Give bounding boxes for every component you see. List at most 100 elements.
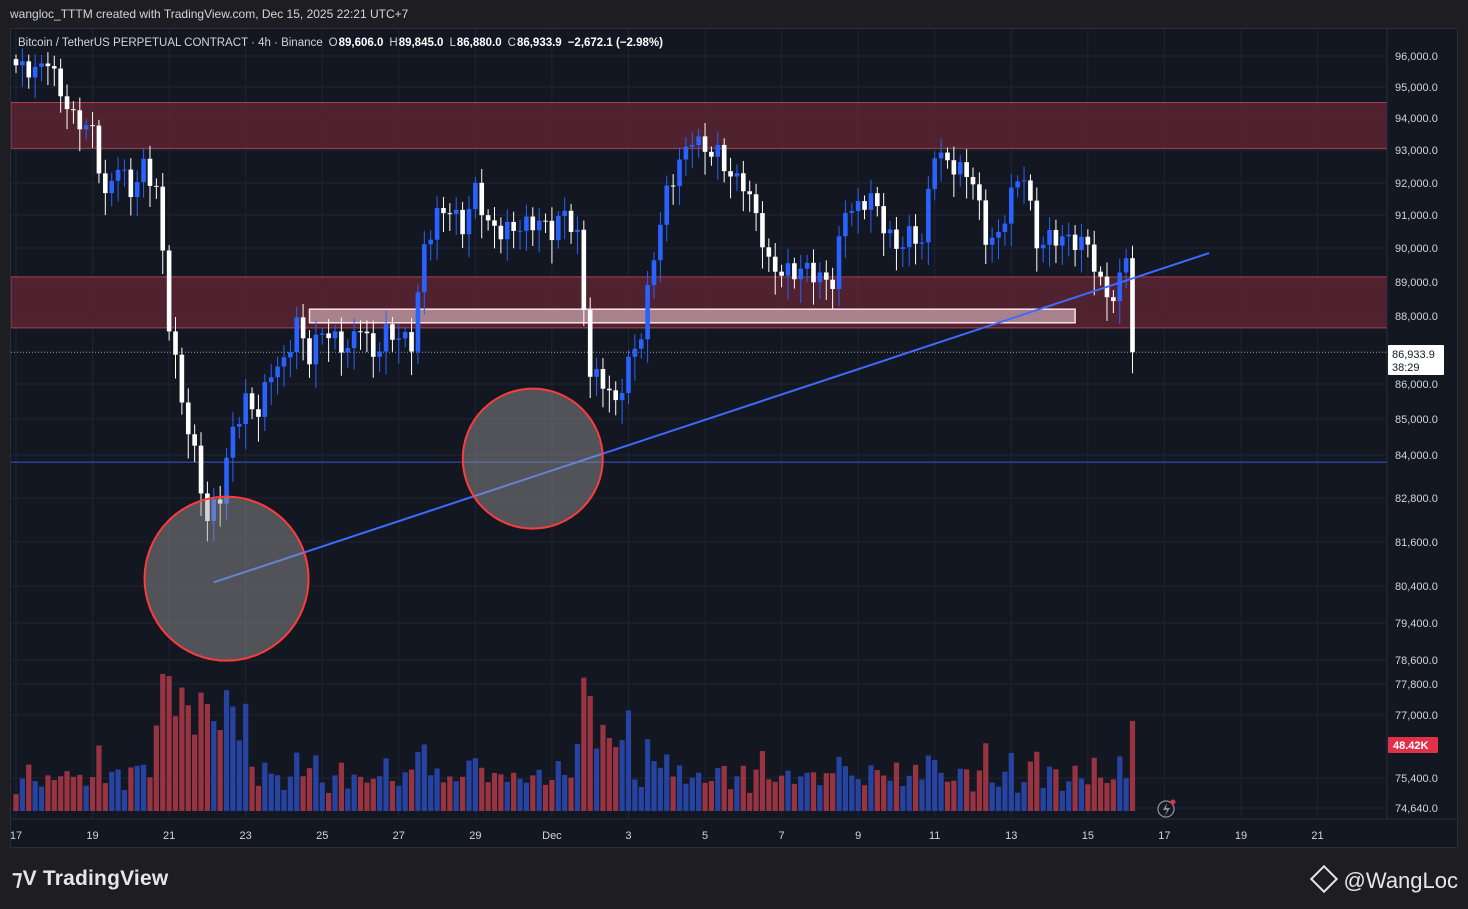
volume-bar [855,779,861,811]
candle-body [562,210,567,216]
candle-body [256,409,261,417]
lightning-icon[interactable] [1157,799,1176,818]
volume-bar [83,785,89,811]
y-tick-label: 93,000.0 [1395,145,1438,157]
time-axis[interactable]: 17 19 21 23 25 27 29 Dec 3 5 7 9 11 13 15 17 19 21 [10,818,1457,842]
candle-body [428,239,433,245]
x-tick-label: 17 [11,830,22,842]
volume-bar [925,755,931,811]
candle-body [619,392,625,401]
candle-body [836,236,842,289]
volume-bar [402,772,408,811]
volume-bar [115,769,121,811]
volume-bar [332,775,338,811]
candle-body [377,351,382,357]
volume-bar [657,767,663,811]
highlight-circle[interactable] [461,387,604,530]
x-tick-label: 23 [240,830,252,842]
volume-bar [817,785,823,811]
volume-bar [791,783,797,811]
volume-tag: 48.42K [1388,737,1438,753]
candle-body [964,162,969,178]
volume-bar [421,744,427,811]
volume-bar [785,770,791,811]
volume-bar [721,766,727,811]
volume-bar [568,777,574,811]
candle-body [83,125,89,130]
candle-body [319,333,325,335]
volume-bar [326,792,332,811]
candle-body [594,369,599,377]
highlight-circle[interactable] [143,495,310,662]
range-box [308,308,1076,324]
candle-body [402,332,408,339]
volume-bar [581,677,587,811]
header-text: wangloc_TTTM created with TradingView.co… [10,7,409,21]
volume-bar [281,790,287,811]
candle-body [313,334,319,365]
candle-body [849,211,855,213]
volume-bar [600,724,606,811]
y-tick-label: 78,600.0 [1395,655,1438,667]
x-tick-label: 21 [163,830,175,842]
x-tick-label: 5 [702,830,708,842]
candle-body [20,61,25,66]
candle-body [1130,258,1135,353]
price-axis[interactable]: 96,000.0 95,000.0 94,000.0 93,000.0 92,000.0… [1386,29,1438,819]
candle-body [339,331,344,353]
candle-body [473,182,478,210]
candle-body [96,125,102,174]
volume-bar [128,767,134,811]
volume-bar [109,771,115,811]
volume-bar [96,745,102,811]
volume-bar [434,768,440,811]
tradingview-logo[interactable]: ⁊V TradingView [12,866,168,891]
volume-bar [262,762,268,811]
volume-tag-box [1388,737,1438,753]
volume-bar [485,782,491,811]
volume-bar [593,748,600,811]
volume-bar [670,776,676,811]
volume-bar [479,767,485,811]
candle-body [543,220,548,222]
volume-bar [574,743,581,811]
candle-body [192,434,197,446]
candle-body [345,348,351,353]
candle-body [141,158,146,183]
volume-bar [1110,779,1116,811]
candle-body [51,66,57,69]
ascending-trendline[interactable] [213,252,1210,584]
volume-bar [715,767,721,811]
volume-bar [211,721,217,811]
candle-body [868,193,874,210]
x-tick-label: 19 [1235,830,1247,842]
volume-bar [893,762,900,811]
volume-bar [198,692,204,811]
volume-bar [645,739,651,811]
volume-bar [900,785,906,811]
volume-bar [1015,792,1021,811]
volume-bar [504,781,510,811]
volume-bar [989,782,995,811]
candle-body [721,144,727,172]
candle-body [492,220,497,226]
price-chart[interactable]: Bitcoin / TetherUS PERPETUAL CONTRACT · … [10,29,1457,847]
y-tick-label: 91,000.0 [1395,210,1438,222]
candle-body [817,272,823,283]
candle-body [741,173,746,192]
volume-bar [887,780,893,811]
volume-bar [1117,756,1123,811]
candle-body [689,145,695,147]
candle-body [326,333,331,339]
volume-bar [166,676,172,811]
candle-body [696,136,701,146]
x-tick-label: 15 [1082,830,1094,842]
volume-bar [1053,769,1059,811]
volume-bar [810,772,817,811]
volume-bar [708,780,715,811]
volume-bar [1027,761,1034,811]
chart-panel[interactable]: Bitcoin / TetherUS PERPETUAL CONTRACT · … [10,28,1458,848]
volume-bar [849,775,855,811]
y-tick-label: 79,400.0 [1395,618,1438,630]
volume-bar [970,791,976,811]
